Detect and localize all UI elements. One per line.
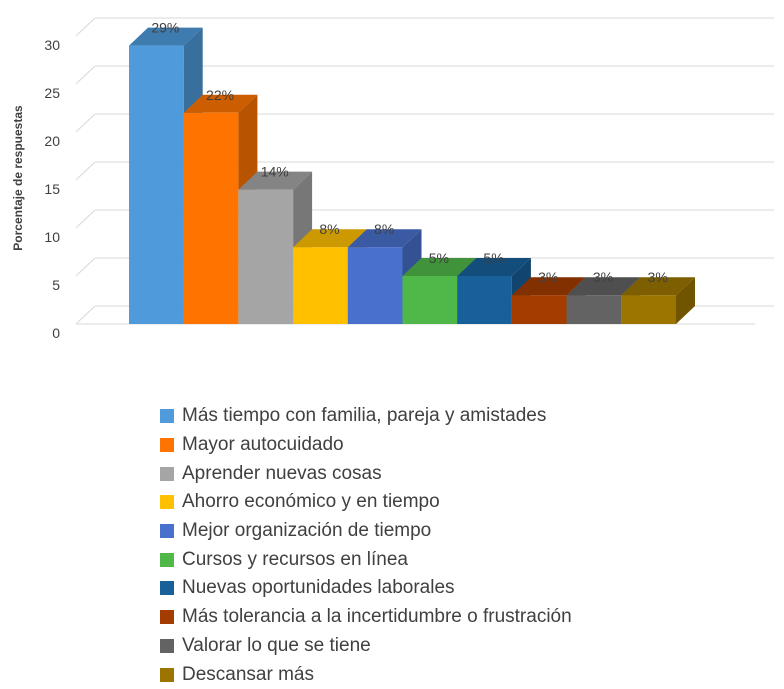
bar-top	[621, 277, 695, 296]
bar-front	[129, 45, 184, 324]
legend-item: Cursos y recursos en línea	[160, 545, 572, 574]
gridline-diagonal	[75, 113, 96, 133]
bars	[129, 27, 695, 324]
legend-item: Nuevas oportunidades laborales	[160, 574, 572, 603]
data-label: 3%	[593, 269, 613, 285]
legend-item: Aprender nuevas cosas	[160, 459, 572, 488]
legend-label: Cursos y recursos en línea	[182, 548, 408, 570]
legend-swatch	[160, 524, 174, 539]
bar-front	[566, 295, 622, 324]
y-tick-label: 20	[44, 133, 60, 149]
y-axis-title: Porcentaje de respuestas	[11, 105, 25, 251]
bar-top	[129, 27, 203, 46]
data-label: 5%	[429, 250, 449, 266]
legend-item: Valorar lo que se tiene	[160, 632, 572, 661]
data-label: 8%	[374, 221, 394, 237]
y-tick-label: 5	[52, 277, 60, 293]
y-tick-label: 10	[44, 229, 60, 245]
bar-top	[238, 171, 313, 190]
chart: 0 5 10 15 20 25 30 Porcentaje de respuestas 29…	[11, 17, 774, 341]
bar-side	[676, 277, 695, 324]
legend-swatch	[160, 466, 174, 481]
data-label: 3%	[538, 269, 558, 285]
y-tick-label: 25	[44, 85, 60, 101]
bar-top	[183, 94, 258, 113]
bar-front	[347, 247, 403, 324]
legend-label: Más tiempo con familia, pareja y amistad…	[182, 405, 547, 427]
legend-label: Ahorro económico y en tiempo	[182, 491, 440, 513]
legend-item: Mejor organización de tiempo	[160, 517, 572, 546]
data-label: 22%	[206, 87, 234, 103]
data-label: 5%	[483, 250, 503, 266]
bar-top	[402, 258, 477, 276]
legend-swatch	[160, 409, 174, 424]
bar-front	[293, 247, 348, 324]
gridline-diagonal	[75, 257, 96, 277]
data-labels: 29% 22% 14% 8% 8% 5% 5% 3% 3% 3%	[151, 20, 667, 286]
data-label: 3%	[648, 269, 668, 285]
bar-front	[183, 112, 239, 324]
legend-item: Más tiempo con familia, pareja y amistad…	[160, 402, 572, 431]
y-axis-tick-labels: 0 5 10 15 20 25 30	[44, 37, 60, 341]
bar-top	[511, 277, 586, 296]
legend-label: Descansar más	[182, 663, 314, 685]
bar-top	[293, 229, 367, 248]
bar-front	[457, 276, 512, 324]
legend-swatch	[160, 667, 174, 682]
bar-top	[566, 277, 641, 296]
y-tick-label: 30	[44, 37, 60, 53]
data-label: 29%	[151, 20, 179, 36]
bar-top	[457, 258, 531, 276]
y-tick-label: 15	[44, 181, 60, 197]
legend-swatch	[160, 610, 174, 625]
bar-front	[621, 295, 676, 324]
data-label: 14%	[261, 164, 289, 180]
gridline-diagonal	[75, 209, 96, 229]
bar	[347, 229, 422, 324]
legend: Más tiempo con familia, pareja y amistad…	[160, 402, 572, 689]
legend-label: Mejor organización de tiempo	[182, 520, 432, 542]
legend-item: Más tolerancia a la incertidumbre o frus…	[160, 603, 572, 632]
gridline-diagonal	[75, 305, 96, 325]
legend-label: Más tolerancia a la incertidumbre o frus…	[182, 606, 572, 628]
gridline-diagonal	[75, 17, 96, 37]
legend-label: Mayor autocuidado	[182, 434, 344, 456]
gridline-diagonal	[75, 65, 96, 85]
bar-top	[347, 229, 422, 248]
legend-item: Ahorro económico y en tiempo	[160, 488, 572, 517]
gridline-diagonal	[75, 161, 96, 181]
bar-front	[402, 276, 458, 324]
legend-label: Nuevas oportunidades laborales	[182, 577, 455, 599]
legend-swatch	[160, 495, 174, 510]
legend-label: Valorar lo que se tiene	[182, 634, 371, 656]
legend-swatch	[160, 552, 174, 567]
bar-front	[511, 295, 567, 324]
bar-front	[238, 189, 294, 324]
legend-swatch	[160, 581, 174, 596]
legend-item: Descansar más	[160, 660, 572, 689]
data-label: 8%	[319, 221, 339, 237]
legend-item: Mayor autocuidado	[160, 431, 572, 460]
bar	[457, 258, 531, 324]
legend-label: Aprender nuevas cosas	[182, 462, 382, 484]
legend-swatch	[160, 638, 174, 653]
y-tick-label: 0	[52, 325, 60, 341]
legend-swatch	[160, 438, 174, 453]
bar	[621, 277, 695, 324]
